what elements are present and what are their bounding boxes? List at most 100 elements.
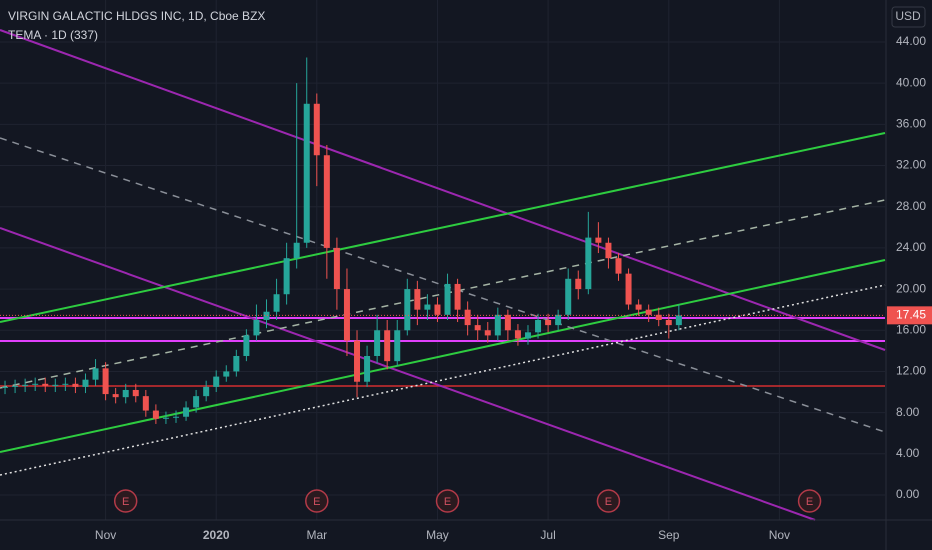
candle-body (665, 319, 672, 326)
candle-body (12, 385, 19, 387)
y-tick-label: 12.00 (896, 364, 926, 378)
candle-body (72, 383, 79, 387)
y-tick-label: 16.00 (896, 322, 926, 336)
currency-button[interactable] (891, 6, 926, 28)
currency-label[interactable]: USD (895, 9, 921, 23)
candle-body (444, 283, 451, 315)
candle-body (585, 237, 592, 290)
candle-body (313, 103, 320, 156)
candle-body (333, 247, 340, 290)
candle-body (354, 340, 361, 382)
x-tick-label: Nov (95, 528, 116, 542)
candle-body (283, 258, 290, 295)
candle-body (484, 330, 491, 336)
candle-body (364, 356, 371, 382)
candle-body (183, 407, 190, 417)
candle-body (434, 304, 441, 315)
candle-body (303, 103, 310, 243)
earnings-marker (113, 489, 138, 513)
candle-body (42, 383, 49, 386)
candle-body (263, 311, 270, 320)
x-tick-label: Sep (658, 528, 680, 542)
candle-body (253, 319, 260, 336)
candle-body (474, 325, 481, 331)
candle-body (675, 315, 682, 326)
earnings-label: E (806, 496, 813, 508)
earnings-marker (797, 489, 822, 513)
earnings-label: E (444, 496, 451, 508)
y-tick-label: 44.00 (896, 34, 926, 48)
candle-body (454, 283, 461, 310)
candle-body (243, 335, 250, 357)
y-tick-label: 40.00 (896, 75, 926, 89)
y-tick-label: 20.00 (896, 281, 926, 295)
candle-body (223, 371, 230, 377)
candle-body (22, 384, 29, 386)
earnings-label: E (122, 496, 129, 508)
candle-body (52, 384, 59, 386)
candle-body (172, 416, 179, 418)
candle-body (575, 278, 582, 290)
y-tick-label: 24.00 (896, 240, 926, 254)
x-tick-label: Jul (540, 528, 555, 542)
x-tick-label: 2020 (203, 528, 230, 542)
candle-body (655, 314, 662, 320)
candle-body (82, 379, 89, 387)
earnings-label: E (313, 496, 320, 508)
candle-body (595, 237, 602, 243)
candle-body (494, 314, 501, 336)
last-price-tag (887, 306, 932, 325)
candle-body (404, 289, 411, 331)
candle-body (273, 294, 280, 312)
candle-body (112, 394, 119, 398)
candle-body (514, 330, 521, 339)
drawings (0, 29, 886, 521)
candle-body (213, 376, 220, 387)
y-tick-label: 0.00 (896, 487, 920, 501)
candle-body (323, 155, 330, 248)
x-tick-label: Mar (306, 528, 327, 542)
trend-line (0, 284, 886, 476)
candle-body (625, 273, 632, 305)
candle-body (193, 396, 200, 408)
candle-body (343, 289, 350, 341)
candle-body (394, 330, 401, 362)
last-price-label: 17.45 (896, 308, 926, 322)
candle-body (565, 278, 572, 315)
candle-body (142, 396, 149, 411)
y-tick-label: 8.00 (896, 405, 920, 419)
y-tick-label: 4.00 (896, 446, 920, 460)
candle-body (635, 304, 642, 310)
candles (2, 57, 682, 424)
y-tick-label: 32.00 (896, 158, 926, 172)
trend-line (0, 259, 886, 453)
earnings-marker (596, 489, 621, 513)
trend-line (0, 227, 816, 521)
candle-body (32, 383, 39, 385)
candle-body (162, 417, 169, 419)
candle-body (545, 319, 552, 326)
candle-body (374, 330, 381, 357)
chart-title: VIRGIN GALACTIC HLDGS INC, 1D, Cboe BZX (8, 9, 265, 23)
earnings-marker (435, 489, 460, 513)
candle-body (2, 386, 9, 388)
x-tick-label: Nov (769, 528, 790, 542)
candle-body (414, 289, 421, 310)
y-tick-label: 28.00 (896, 199, 926, 213)
earnings-marker (305, 489, 329, 513)
candle-body (605, 242, 612, 259)
earnings-label: E (605, 496, 612, 508)
candle-body (293, 242, 300, 259)
candle-body (92, 368, 99, 380)
candle-body (122, 389, 129, 398)
candle-body (102, 368, 109, 395)
candle-body (535, 319, 542, 333)
candle-body (524, 332, 531, 339)
candle-body (504, 314, 511, 331)
candle-body (645, 309, 652, 315)
candle-body (132, 389, 139, 397)
trend-line (0, 132, 886, 323)
